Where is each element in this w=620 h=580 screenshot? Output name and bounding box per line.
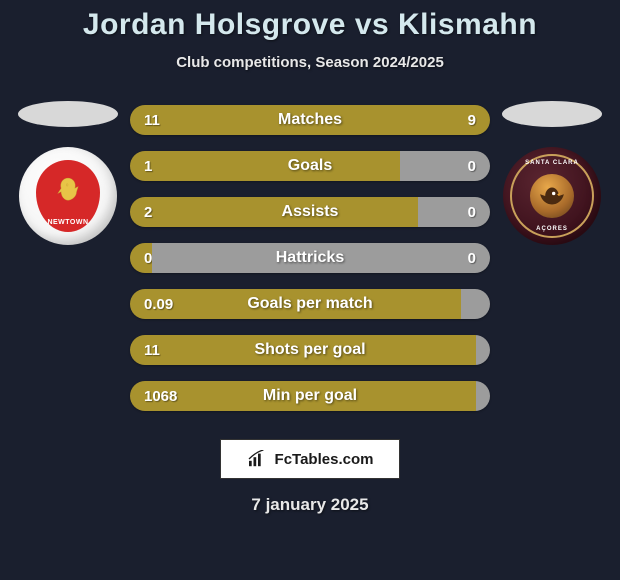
stat-bar: 119Matches: [130, 105, 490, 135]
stat-right-value: [476, 335, 490, 365]
stat-left-value: 1068: [130, 381, 476, 411]
left-crest-shield: NEWTOWN: [36, 160, 100, 232]
fctables-logo-icon: [247, 450, 269, 468]
comparison-infographic: Jordan Holsgrove vs Klismahn Club compet…: [0, 0, 620, 580]
stat-bar: 11Shots per goal: [130, 335, 490, 365]
stat-right-value: 0: [418, 197, 490, 227]
right-player-column: SANTA CLARA AÇORES: [500, 101, 604, 245]
eagle-icon: [530, 174, 574, 218]
watermark-text: FcTables.com: [275, 451, 374, 468]
griffin-icon: [51, 173, 85, 207]
stat-right-value: [461, 289, 490, 319]
left-club-crest: NEWTOWN: [19, 147, 117, 245]
date-label: 7 january 2025: [0, 495, 620, 515]
stat-bar: 0.09Goals per match: [130, 289, 490, 319]
right-player-placeholder: [502, 101, 602, 127]
left-player-column: NEWTOWN: [16, 101, 120, 245]
stat-right-value: [476, 381, 490, 411]
stat-right-value: 9: [328, 105, 490, 135]
left-player-placeholder: [18, 101, 118, 127]
stat-left-value: 2: [130, 197, 418, 227]
stat-right-value: 0: [152, 243, 490, 273]
page-title: Jordan Holsgrove vs Klismahn: [0, 8, 620, 42]
right-crest-top-label: SANTA CLARA: [525, 160, 579, 166]
stat-bar: 1068Min per goal: [130, 381, 490, 411]
stat-left-value: 1: [130, 151, 400, 181]
stat-bars: 119Matches 10Goals 20Assists 00Hattricks 0.0…: [130, 101, 490, 427]
stat-bar: 00Hattricks: [130, 243, 490, 273]
subtitle: Club competitions, Season 2024/2025: [0, 54, 620, 71]
stat-bar: 20Assists: [130, 197, 490, 227]
stat-right-value: 0: [400, 151, 490, 181]
stat-bar: 10Goals: [130, 151, 490, 181]
stat-left-value: 0.09: [130, 289, 461, 319]
right-crest-ring: SANTA CLARA AÇORES: [510, 154, 594, 238]
watermark: FcTables.com: [220, 439, 400, 479]
main-area: NEWTOWN 119Matches 10Goals 20Assists 00Hatt…: [0, 101, 620, 427]
stat-left-value: 11: [130, 105, 328, 135]
stat-left-value: 0: [130, 243, 152, 273]
right-crest-bottom-label: AÇORES: [536, 226, 568, 232]
left-crest-label: NEWTOWN: [36, 219, 100, 226]
stat-left-value: 11: [130, 335, 476, 365]
right-club-crest: SANTA CLARA AÇORES: [503, 147, 601, 245]
